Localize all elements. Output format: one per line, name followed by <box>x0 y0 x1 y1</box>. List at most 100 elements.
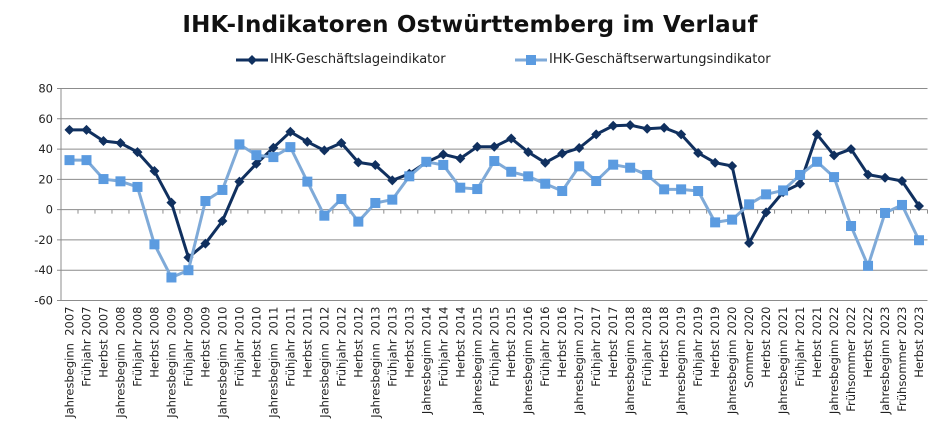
legend-label-geschaeftserwartung: IHK-Geschäftserwartungsindikator <box>549 52 771 67</box>
x-tick-label: Herbst 2010 <box>249 307 263 378</box>
data-point <box>676 184 687 195</box>
data-point <box>540 157 551 168</box>
data-point <box>625 120 636 131</box>
data-point <box>387 194 398 205</box>
data-point <box>132 147 143 158</box>
data-point <box>234 176 245 187</box>
y-tick-label: -40 <box>34 263 53 277</box>
data-point <box>234 139 245 150</box>
data-point <box>795 178 806 189</box>
data-point <box>217 216 228 226</box>
data-point <box>676 129 687 140</box>
x-tick-label: Herbst 2016 <box>555 307 569 378</box>
data-point <box>608 120 619 131</box>
data-point <box>642 169 653 180</box>
x-tick-label: Frühjahr 2016 <box>538 307 552 387</box>
data-point <box>693 148 704 159</box>
x-tick-label: Frühjahr 2011 <box>283 307 297 387</box>
data-point <box>438 149 449 160</box>
x-tick-label: Jahresbeginn 2014 <box>419 306 433 415</box>
data-point <box>455 153 466 164</box>
x-tick-label: Frühjahr 2012 <box>334 307 348 387</box>
data-point <box>200 196 211 207</box>
data-point <box>64 155 75 166</box>
data-point <box>846 144 857 155</box>
data-point <box>846 220 857 231</box>
data-point <box>880 172 891 183</box>
series-geschaeftslage <box>64 120 925 263</box>
data-point <box>353 157 364 168</box>
data-point <box>319 210 330 221</box>
data-point <box>727 214 738 225</box>
data-point <box>506 133 517 144</box>
x-tick-label: Jahresbeginn 2015 <box>470 306 484 415</box>
x-tick-label: Herbst 2014 <box>453 307 467 378</box>
y-tick-label: 0 <box>46 203 53 217</box>
data-point <box>285 126 296 137</box>
data-point <box>336 194 347 205</box>
data-point <box>914 201 925 212</box>
chart-legend: IHK-Geschäftslageindikator IHK-Geschäfts… <box>0 52 940 72</box>
data-point <box>251 150 262 161</box>
data-point <box>149 239 160 250</box>
legend-diamond-marker-icon <box>236 54 268 65</box>
data-point <box>285 142 296 153</box>
data-point <box>880 207 891 218</box>
x-tick-label: Herbst 2009 <box>198 307 212 378</box>
y-tick-label: 80 <box>38 82 53 96</box>
data-point <box>81 124 92 135</box>
data-point <box>115 176 126 187</box>
data-point <box>149 166 160 177</box>
data-point <box>914 235 925 246</box>
x-tick-label: Frühsommer 2023 <box>895 307 909 412</box>
data-point <box>574 161 585 172</box>
legend-item-geschaeftserwartung: IHK-Geschäftserwartungsindikator <box>515 52 771 67</box>
x-tick-label: Herbst 2011 <box>300 307 314 378</box>
data-point <box>710 217 721 228</box>
y-tick-label: -60 <box>34 294 53 308</box>
series-geschaeftserwartung <box>64 139 925 283</box>
x-tick-label: Herbst 2021 <box>810 307 824 378</box>
x-axis: Jahresbeginn 2007 Frühjahr 2007 Herbst 200… <box>60 209 928 419</box>
x-tick-label: Herbst 2022 <box>861 307 875 378</box>
data-point <box>183 265 194 276</box>
data-point <box>625 162 636 173</box>
data-point <box>81 155 92 166</box>
y-tick-label: -20 <box>34 233 53 247</box>
y-tick-label: 20 <box>38 172 53 186</box>
chart-title: IHK-Indikatoren Ostwürttemberg im Verlau… <box>182 12 758 38</box>
data-point <box>302 176 313 187</box>
data-point <box>761 189 772 200</box>
data-point <box>812 156 823 167</box>
data-point <box>829 172 840 183</box>
legend-square-marker-icon <box>515 54 547 65</box>
data-point <box>472 141 483 152</box>
x-tick-label: Frühjahr 2015 <box>487 307 501 387</box>
data-point <box>727 161 738 172</box>
data-point <box>370 197 381 208</box>
data-point <box>336 138 347 149</box>
x-tick-label: Jahresbeginn 2013 <box>368 307 382 419</box>
x-tick-label: Frühjahr 2019 <box>691 307 705 387</box>
x-tick-label: Jahresbeginn 2007 <box>62 307 76 419</box>
x-tick-label: Herbst 2023 <box>912 307 926 378</box>
data-point <box>166 197 177 208</box>
data-point <box>268 142 279 153</box>
data-point <box>217 184 228 195</box>
data-point <box>897 199 908 210</box>
data-point <box>591 129 602 140</box>
data-point <box>200 238 211 249</box>
data-point <box>455 182 466 193</box>
data-point <box>557 148 568 159</box>
data-point <box>591 176 602 187</box>
data-point <box>98 136 109 147</box>
x-tick-label: Jahresbeginn 2016 <box>521 307 535 416</box>
data-point <box>693 186 704 197</box>
data-point <box>387 175 398 186</box>
data-point <box>897 176 908 187</box>
x-tick-label: Jahresbeginn 2018 <box>623 307 637 416</box>
data-point <box>608 159 619 170</box>
x-tick-label: Frühjahr 2007 <box>79 307 93 387</box>
data-point <box>812 129 823 140</box>
data-point <box>166 272 177 283</box>
